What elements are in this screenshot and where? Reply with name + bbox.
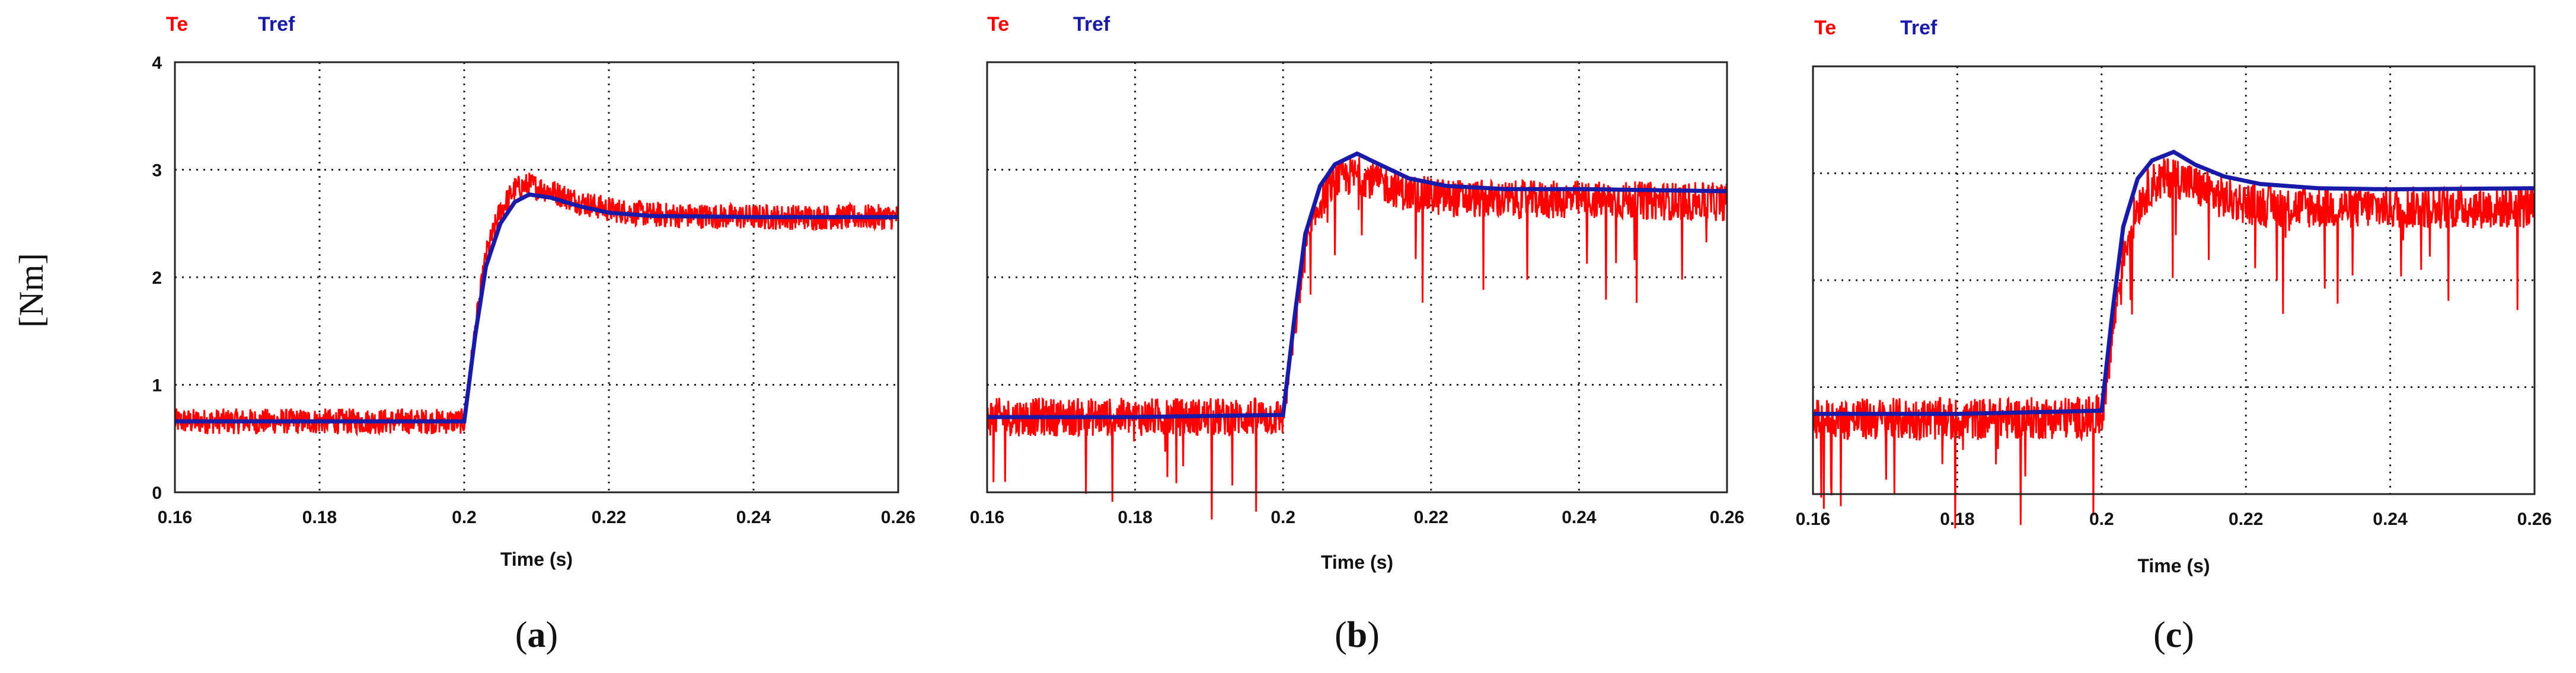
x-tick-label: 0.16 xyxy=(970,508,1004,527)
series-te-line xyxy=(986,157,1728,520)
x-tick-label: 0.24 xyxy=(2373,509,2408,529)
x-tick-label: 0.18 xyxy=(1940,509,1974,529)
x-tick-label: 0.26 xyxy=(1710,508,1744,527)
legend-te: Te xyxy=(166,13,188,36)
x-tick-label: 0.2 xyxy=(2089,509,2114,529)
x-tick-label: 0.22 xyxy=(1414,508,1448,527)
y-axis-label: [Nm] xyxy=(12,253,50,328)
panel-caption: (c) xyxy=(2153,615,2194,655)
legend-tref: Tref xyxy=(1900,17,1937,39)
x-axis-label: Time (s) xyxy=(1321,552,1393,573)
x-tick-label: 0.24 xyxy=(1562,508,1597,527)
panel-caption: (a) xyxy=(515,615,558,655)
chart-panel-b: 0.16 0.18 0.2 0.22 0.24 0.26 Te Tref Time (s) (b) xyxy=(970,13,1744,655)
plot-frame xyxy=(1812,65,2536,495)
x-tick-label: 0.22 xyxy=(2229,509,2263,529)
panel-caption: (b) xyxy=(1335,615,1380,655)
x-tick-label: 0.26 xyxy=(2517,509,2552,529)
x-tick-label: 0.2 xyxy=(1271,508,1295,527)
plot-frame xyxy=(174,61,899,493)
series-te-line xyxy=(1812,158,2536,528)
x-tick-label: 0.24 xyxy=(736,508,771,527)
x-tick-label: 0.2 xyxy=(452,508,477,527)
plot-frame xyxy=(986,61,1728,493)
x-tick-label: 0.16 xyxy=(158,508,192,527)
series-tref-line xyxy=(1813,149,2534,416)
series-te-line xyxy=(174,172,899,437)
legend-te: Te xyxy=(1814,17,1836,39)
x-tick-label: 0.18 xyxy=(1118,508,1152,527)
y-tick-label: 3 xyxy=(152,161,162,181)
y-tick-label: 4 xyxy=(152,53,162,73)
series-tref-line xyxy=(175,192,898,424)
y-tick-label: 2 xyxy=(152,268,162,288)
x-axis-label: Time (s) xyxy=(2137,555,2210,576)
x-tick-label: 0.16 xyxy=(1796,509,1830,529)
chart-panel-c: 0.16 0.18 0.2 0.22 0.24 0.26 Te Tref Time (s) (c) xyxy=(1796,17,2552,655)
legend-te: Te xyxy=(987,13,1009,36)
legend-tref: Tref xyxy=(258,13,295,36)
chart-panel-a: 0.16 0.18 0.2 0.22 0.24 0.26 0 1 2 3 4Te Tref Time (… xyxy=(152,13,915,655)
y-tick-label: 1 xyxy=(152,376,162,396)
legend-tref: Tref xyxy=(1073,13,1110,36)
y-tick-label: 0 xyxy=(152,483,162,503)
series-tref-line xyxy=(987,151,1727,419)
x-tick-label: 0.22 xyxy=(592,508,626,527)
x-axis-label: Time (s) xyxy=(500,549,573,570)
x-tick-label: 0.18 xyxy=(302,508,337,527)
x-tick-label: 0.26 xyxy=(881,508,915,527)
